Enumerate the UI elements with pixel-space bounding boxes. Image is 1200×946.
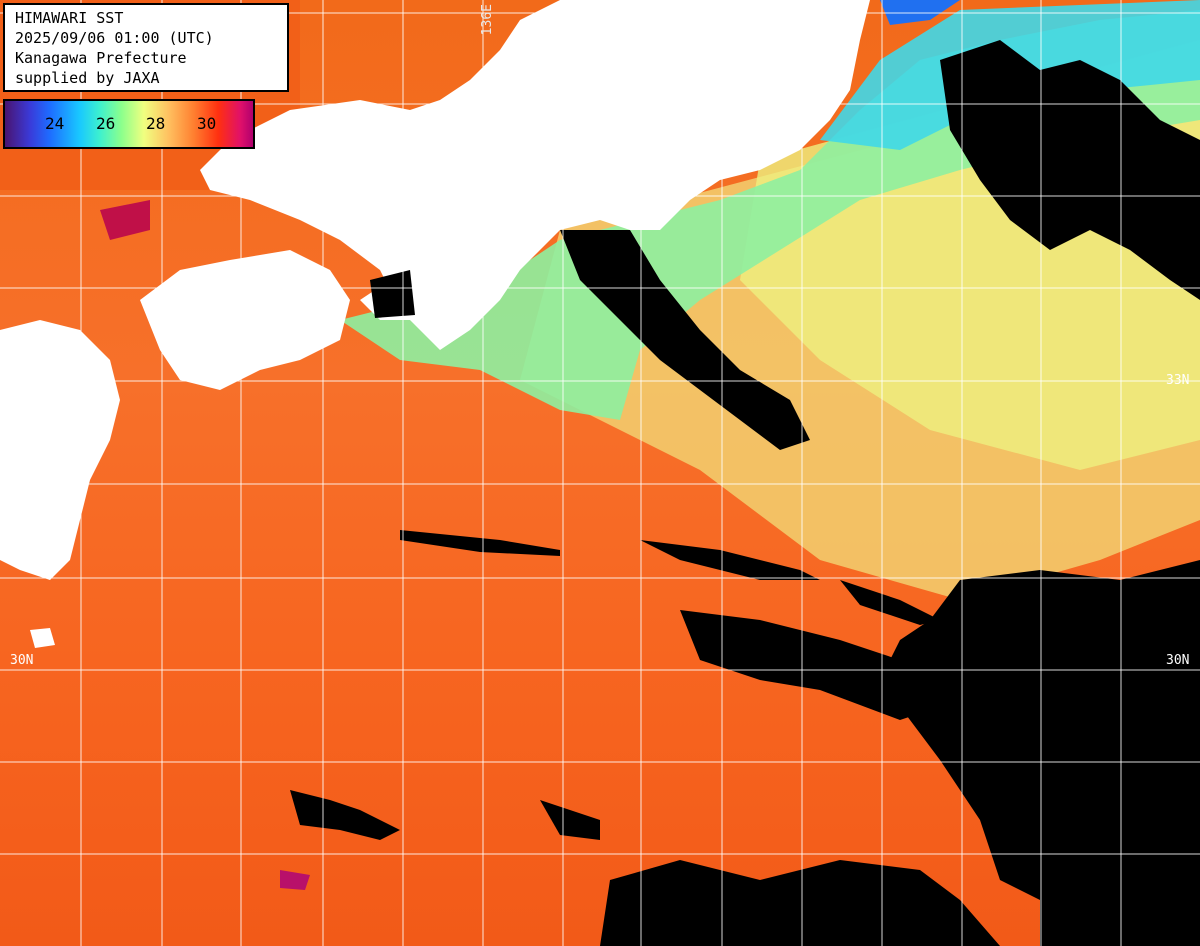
timestamp: 2025/09/06 01:00 (UTC) [15,29,214,47]
lat-label-33n-left: 33N [8,373,32,388]
data-source-line: supplied by JAXA [15,69,160,87]
colorbar-tick-24: 24 [45,114,65,133]
provider-line: Kanagawa Prefecture [15,49,187,67]
lon-label-136e: 136E [480,4,495,36]
colorbar-tick-30: 30 [197,114,217,133]
colorbar-tick-28: 28 [146,114,166,133]
no-data-south-center [600,860,1000,946]
temperature-colorbar: 24 26 28 30 [3,99,255,149]
no-data-mid-east [680,610,960,720]
product-title: HIMAWARI SST [15,9,124,27]
colorbar-tick-26: 26 [96,114,116,133]
no-data-kii [560,230,810,450]
no-data-ne [940,40,1200,300]
land-island-small [30,628,55,648]
no-data-south-west [290,790,400,840]
lat-label-30n-right: 30N [1166,653,1190,668]
no-data-streak-1 [400,530,560,556]
no-data-streak-3 [840,580,940,625]
lat-label-30n-left: 30N [10,653,34,668]
land-honshu [200,0,870,350]
land-shikoku [140,250,350,390]
warm-spot-south [280,870,310,890]
land-kyushu [0,320,120,580]
info-box: HIMAWARI SST 2025/09/06 01:00 (UTC) Kana… [3,3,289,92]
lat-label-33n-right: 33N [1166,373,1190,388]
warm-spot-kyushu [100,200,150,240]
no-data-streak-4 [540,800,600,840]
no-data-bay [370,270,415,318]
no-data-streak-2 [640,540,820,580]
